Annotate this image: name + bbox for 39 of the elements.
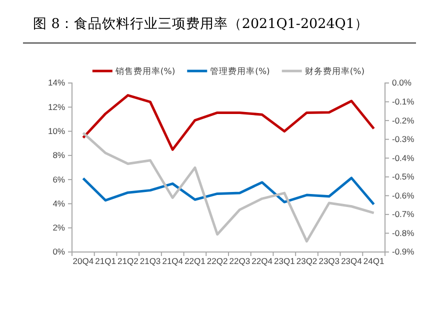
- y2-tick-label: -0.6%: [392, 190, 415, 200]
- x-tick-label: 22Q1: [184, 256, 206, 266]
- x-tick-label: 22Q4: [252, 256, 273, 266]
- legend-label: 管理费用率(%): [210, 66, 270, 77]
- line-series: [82, 176, 376, 206]
- y2-tick-label: -0.1%: [392, 96, 415, 106]
- x-tick-label: 23Q3: [318, 256, 340, 266]
- y2-tick-label: -0.3%: [392, 134, 415, 144]
- x-tick-label: 24Q1: [363, 256, 384, 266]
- x-tick-label: 22Q2: [206, 256, 228, 266]
- y2-tick-label: 0.0%: [392, 78, 412, 88]
- x-tick-label: 20Q4: [72, 256, 94, 266]
- y-tick-label: 6%: [52, 174, 66, 184]
- x-tick-label: 22Q3: [229, 256, 250, 266]
- line-series: [82, 132, 376, 243]
- y-tick-label: 12%: [48, 102, 66, 112]
- x-tick-label: 23Q4: [341, 256, 362, 266]
- x-tick-label: 21Q4: [162, 256, 184, 266]
- x-tick-label: 23Q2: [296, 256, 318, 266]
- y2-tick-label: -0.8%: [392, 228, 415, 238]
- y-tick-label: 0%: [52, 246, 66, 257]
- y-tick-label: 8%: [52, 150, 66, 160]
- y2-tick-label: -0.7%: [392, 209, 415, 220]
- y2-tick-label: -0.2%: [392, 115, 415, 126]
- y-tick-label: 10%: [48, 126, 66, 136]
- legend-label: 财务费用率(%): [304, 66, 365, 77]
- x-tick-label: 21Q3: [140, 256, 161, 266]
- line-series: [82, 94, 376, 151]
- x-tick-label: 21Q2: [117, 256, 139, 266]
- chart-title: 图 8：食品饮料行业三项费用率（2021Q1-2024Q1）: [33, 16, 368, 32]
- y-tick-label: 14%: [48, 78, 66, 88]
- y-tick-label: 4%: [52, 198, 66, 208]
- y2-tick-label: -0.9%: [392, 246, 415, 257]
- x-tick-label: 23Q1: [274, 256, 296, 266]
- y2-tick-label: -0.4%: [392, 152, 415, 163]
- y-tick-label: 2%: [52, 222, 66, 233]
- y2-tick-label: -0.5%: [392, 172, 415, 182]
- x-tick-label: 21Q1: [95, 256, 116, 266]
- legend-label: 销售费用率(%): [114, 66, 176, 77]
